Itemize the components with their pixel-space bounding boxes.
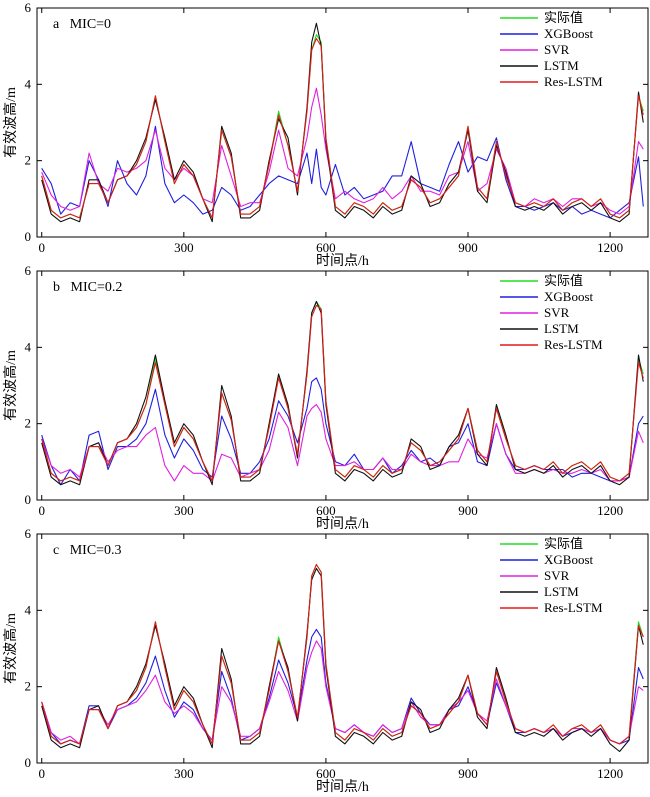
y-tick-label: 2 (25, 153, 32, 168)
y-tick-label: 4 (25, 339, 32, 354)
x-axis-title: 时间点/h (316, 253, 369, 269)
x-tick-label: 0 (38, 766, 45, 781)
y-tick-label: 4 (25, 602, 32, 617)
x-tick-label: 600 (316, 766, 336, 781)
x-tick-label: 0 (38, 503, 45, 518)
x-tick-label: 900 (458, 766, 478, 781)
plot-frame (36, 533, 649, 764)
series-line-svr (41, 87, 644, 215)
series-line-lstm (41, 567, 644, 753)
series-line-lstm (41, 22, 644, 223)
x-tick-label: 900 (458, 240, 478, 255)
series-line-res-lstm (41, 563, 644, 745)
x-tick-label: 1200 (597, 503, 623, 518)
y-tick-label: 6 (25, 0, 32, 15)
series-line-xgboost (41, 125, 644, 219)
legend-label: 实际值 (544, 536, 583, 551)
legend-label: 实际值 (544, 273, 583, 288)
series-line-res-lstm (41, 37, 644, 219)
y-tick-label: 6 (25, 526, 32, 541)
y-tick-label: 0 (25, 229, 32, 244)
legend-label: XGBoost (544, 289, 594, 304)
legend-label: Res-LSTM (544, 74, 603, 89)
x-tick-label: 0 (38, 240, 45, 255)
x-tick-label: 600 (316, 503, 336, 518)
legend-label: SVR (544, 568, 570, 583)
y-tick-label: 0 (25, 755, 32, 770)
legend-label: Res-LSTM (544, 600, 603, 615)
y-tick-label: 2 (25, 679, 32, 694)
chart-panel-a: 0 2 4 6 0 300 600 900 1200 时间点/h 有效波高/m a MIC=0 实际值X… (2, 0, 649, 269)
panel-label: c MIC=0.3 (53, 543, 122, 558)
series-line-lstm (41, 300, 644, 486)
x-tick-label: 900 (458, 503, 478, 518)
y-tick-label: 6 (25, 263, 32, 278)
legend-label: LSTM (544, 321, 579, 336)
y-tick-label: 0 (25, 492, 32, 507)
x-tick-label: 600 (316, 240, 336, 255)
legend-label: SVR (544, 305, 570, 320)
y-tick-label: 4 (25, 76, 32, 91)
y-axis-title: 有效波高/m (2, 613, 19, 684)
x-tick-label: 300 (174, 766, 194, 781)
chart-panel-b: 0 2 4 6 0 300 600 900 1200 时间点/h 有效波高/m b MIC=0.2 实际… (2, 263, 649, 532)
panel-label: b MIC=0.2 (53, 280, 122, 295)
legend-label: XGBoost (544, 552, 594, 567)
legend-label: Res-LSTM (544, 337, 603, 352)
legend-label: LSTM (544, 58, 579, 73)
legend-label: XGBoost (544, 26, 594, 41)
panel-label: a MIC=0 (53, 17, 111, 32)
x-axis-title: 时间点/h (316, 779, 369, 795)
x-tick-label: 300 (174, 503, 194, 518)
x-tick-label: 300 (174, 240, 194, 255)
x-tick-label: 1200 (597, 240, 623, 255)
y-axis-title: 有效波高/m (2, 350, 19, 421)
legend-label: SVR (544, 42, 570, 57)
x-tick-label: 1200 (597, 766, 623, 781)
legend-label: LSTM (544, 584, 579, 599)
chart-panel-c: 0 2 4 6 0 300 600 900 1200 时间点/h 有效波高/m c MIC=0.3 实际… (2, 526, 649, 795)
legend-label: 实际值 (544, 10, 583, 25)
plot-frame (36, 7, 649, 238)
plot-frame (36, 270, 649, 501)
y-axis-title: 有效波高/m (2, 87, 19, 158)
series-line-xgboost (41, 628, 644, 745)
y-tick-label: 2 (25, 416, 32, 431)
series-line-res-lstm (41, 304, 644, 482)
x-axis-title: 时间点/h (316, 516, 369, 532)
